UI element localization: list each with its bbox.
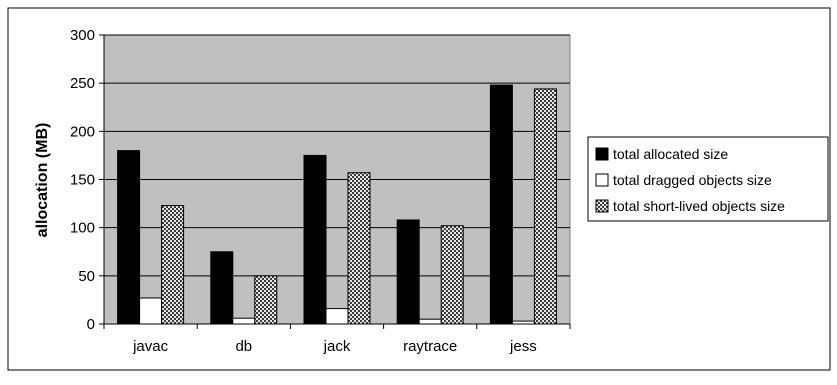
legend-label: total allocated size (613, 146, 728, 162)
y-tick-label: 200 (70, 123, 95, 140)
legend-swatch (595, 173, 609, 187)
bar-javac-series-3 (161, 205, 185, 325)
legend-swatch (595, 199, 609, 213)
bar-db-series-1 (210, 251, 234, 325)
bar-db-series-3 (254, 275, 278, 325)
legend-label: total dragged objects size (613, 172, 772, 188)
bar-javac-series-1 (117, 150, 141, 325)
bar-db-series-2 (232, 317, 256, 325)
x-tick-label: jess (509, 338, 537, 355)
legend-label: total short-lived objects size (613, 198, 785, 214)
bar-raytrace-series-1 (396, 219, 420, 325)
x-tick-label: jack (323, 338, 351, 355)
y-tick-label: 300 (70, 27, 95, 44)
legend: total allocated size total dragged object… (587, 136, 829, 222)
x-tick-label: raytrace (403, 338, 457, 355)
x-tick-label: db (235, 338, 252, 355)
legend-box (587, 136, 829, 222)
bar-jack-series-2 (325, 308, 349, 325)
x-tick-label: javac (132, 338, 169, 355)
y-tick-label: 0 (87, 316, 95, 333)
bar-raytrace-series-2 (418, 318, 442, 325)
bar-jess-series-1 (489, 84, 513, 325)
bar-jack-series-1 (303, 154, 327, 325)
bar-jack-series-3 (347, 172, 371, 325)
bars (117, 84, 557, 325)
bar-jess-series-3 (533, 88, 557, 325)
y-tick-label: 50 (78, 268, 95, 285)
y-tick-label: 250 (70, 75, 95, 92)
axes: 0 50 100 150 200 250 300 javac db jack raytrace jes… (70, 27, 571, 355)
y-axis-label: allocation (MB) (34, 123, 51, 238)
y-tick-label: 100 (70, 220, 95, 237)
y-tick-label: 150 (70, 172, 95, 189)
bar-raytrace-series-3 (440, 225, 464, 325)
legend-swatch (595, 147, 609, 161)
bar-javac-series-2 (139, 297, 163, 325)
